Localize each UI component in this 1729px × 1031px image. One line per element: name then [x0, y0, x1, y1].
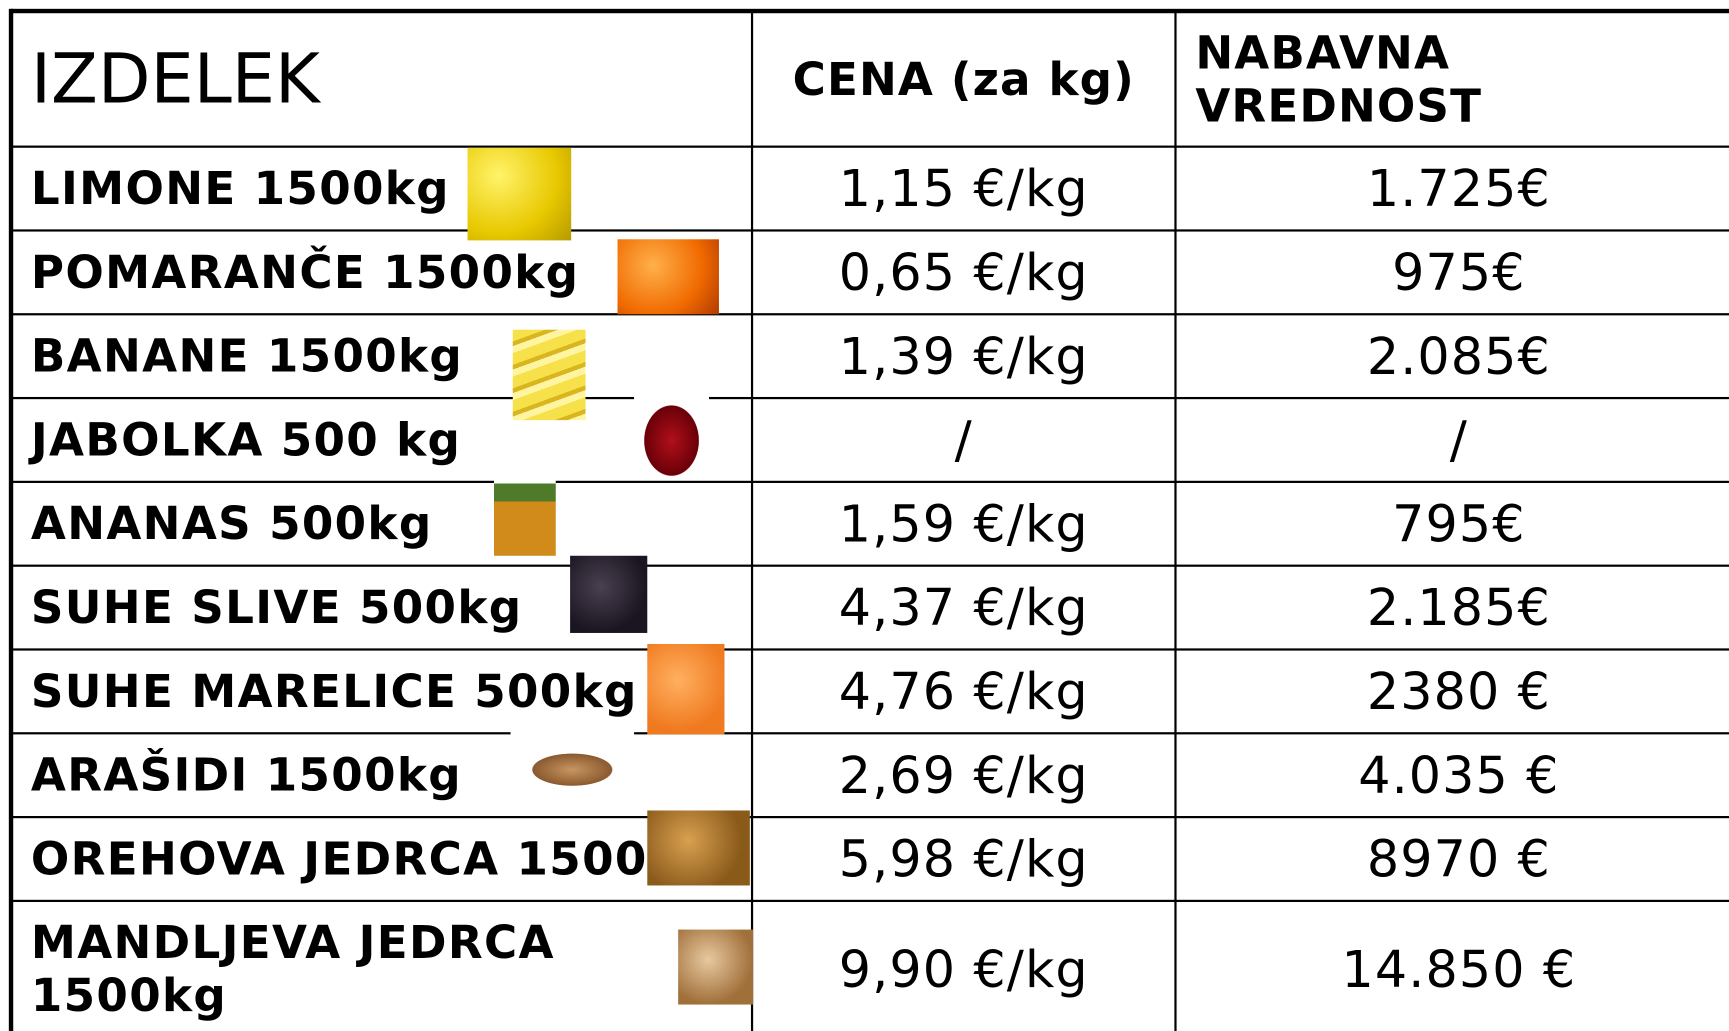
price-text: 5,98 €/kg — [839, 829, 1089, 889]
price-text: 1,15 €/kg — [839, 159, 1089, 219]
product-image — [513, 330, 586, 420]
row-line — [11, 565, 1729, 567]
price: 1,15 €/kg — [752, 147, 1175, 231]
price: 0,65 €/kg — [752, 230, 1175, 314]
purchase-value: 2380 € — [1175, 649, 1729, 733]
row-line — [11, 146, 1729, 148]
header-cell-text: NABAVNA VREDNOST — [1195, 26, 1506, 132]
row-line — [11, 648, 1729, 650]
purchase-value-text: 1.725€ — [1367, 159, 1551, 219]
purchase-value: 4.035 € — [1175, 733, 1729, 817]
purchase-value: 2.085€ — [1175, 314, 1729, 398]
product-name: ANANAS 500kg — [11, 482, 752, 566]
product-name-text: ANANAS 500kg — [31, 497, 433, 550]
purchase-value: 2.185€ — [1175, 566, 1729, 650]
purchase-value-text: 14.850 € — [1342, 939, 1577, 999]
product-image — [468, 148, 572, 241]
header-cell: IZDELEK — [11, 11, 752, 147]
purchase-value-text: 4.035 € — [1358, 745, 1559, 805]
purchase-value: 1.725€ — [1175, 147, 1729, 231]
product-image — [634, 388, 709, 478]
product-name: LIMONE 1500kg — [11, 147, 752, 231]
product-name-text: LIMONE 1500kg — [31, 162, 450, 215]
price-text: / — [955, 410, 973, 470]
product-name-text: OREHOVA JEDRCA 1500kg — [31, 833, 713, 886]
price: 4,76 €/kg — [752, 649, 1175, 733]
row-line — [11, 900, 1729, 902]
product-image — [678, 930, 753, 1005]
purchase-value: 975€ — [1175, 230, 1729, 314]
product-name-text: SUHE SLIVE 500kg — [31, 581, 523, 634]
price: 1,59 €/kg — [752, 482, 1175, 566]
table: IZDELEK CENA (za kg) NABAVNA VREDNOST LIMON… — [0, 0, 1729, 1031]
product-image — [511, 730, 635, 809]
price-text: 4,76 €/kg — [839, 662, 1089, 722]
purchase-value: / — [1175, 398, 1729, 482]
row-line — [11, 9, 1729, 13]
price: 2,69 €/kg — [752, 733, 1175, 817]
product-name: ARAŠIDI 1500kg — [11, 733, 752, 817]
product-image — [647, 644, 724, 734]
row-line — [11, 481, 1729, 483]
price-text: 2,69 €/kg — [839, 745, 1089, 805]
row-line — [11, 313, 1729, 315]
product-name: BANANE 1500kg — [11, 314, 752, 398]
product-name: SUHE MARELICE 500kg — [11, 649, 752, 733]
price-text: 9,90 €/kg — [839, 939, 1089, 999]
purchase-value: 795€ — [1175, 482, 1729, 566]
product-name: MANDLJEVA JEDRCA 1500kg — [11, 901, 752, 1031]
col-line — [751, 11, 753, 1031]
price: 5,98 €/kg — [752, 817, 1175, 901]
purchase-value-text: 2380 € — [1367, 662, 1551, 722]
product-name-text: JABOLKA 500 kg — [31, 414, 461, 467]
price: / — [752, 398, 1175, 482]
header-cell: CENA (za kg) — [752, 11, 1175, 147]
page: IZDELEK CENA (za kg) NABAVNA VREDNOST LIMON… — [0, 0, 1729, 1031]
product-name-text: MANDLJEVA JEDRCA 1500kg — [31, 916, 752, 1022]
purchase-value: 8970 € — [1175, 817, 1729, 901]
row-line — [11, 397, 1729, 399]
product-image — [618, 239, 719, 314]
product-name-text: ARAŠIDI 1500kg — [31, 749, 462, 802]
purchase-value-text: 2.085€ — [1367, 326, 1551, 386]
purchase-value-text: 2.185€ — [1367, 578, 1551, 638]
col-line — [9, 9, 13, 1031]
price-text: 1,39 €/kg — [839, 326, 1089, 386]
header-cell-text: IZDELEK — [31, 39, 320, 119]
price: 4,37 €/kg — [752, 566, 1175, 650]
product-name-text: POMARANČE 1500kg — [31, 246, 579, 299]
price: 1,39 €/kg — [752, 314, 1175, 398]
product-image — [494, 465, 556, 555]
col-line — [1174, 11, 1176, 1031]
row-line — [11, 229, 1729, 231]
price-text: 0,65 €/kg — [839, 243, 1089, 303]
header-cell: NABAVNA VREDNOST — [1175, 11, 1506, 147]
product-name: OREHOVA JEDRCA 1500kg — [11, 817, 752, 901]
price-text: 4,37 €/kg — [839, 578, 1089, 638]
product-name-text: SUHE MARELICE 500kg — [31, 665, 638, 718]
purchase-value-text: 975€ — [1392, 243, 1526, 303]
row-line — [11, 816, 1729, 818]
product-image — [647, 810, 750, 885]
purchase-value-text: / — [1450, 410, 1468, 470]
row-line — [11, 732, 1729, 734]
purchase-value-text: 8970 € — [1367, 829, 1551, 889]
price: 9,90 €/kg — [752, 901, 1175, 1031]
product-image — [570, 556, 647, 633]
price-text: 1,59 €/kg — [839, 494, 1089, 554]
purchase-value-text: 795€ — [1392, 494, 1526, 554]
purchase-value: 14.850 € — [1175, 901, 1729, 1031]
header-cell-text: CENA (za kg) — [793, 52, 1135, 105]
product-name-text: BANANE 1500kg — [31, 330, 463, 383]
